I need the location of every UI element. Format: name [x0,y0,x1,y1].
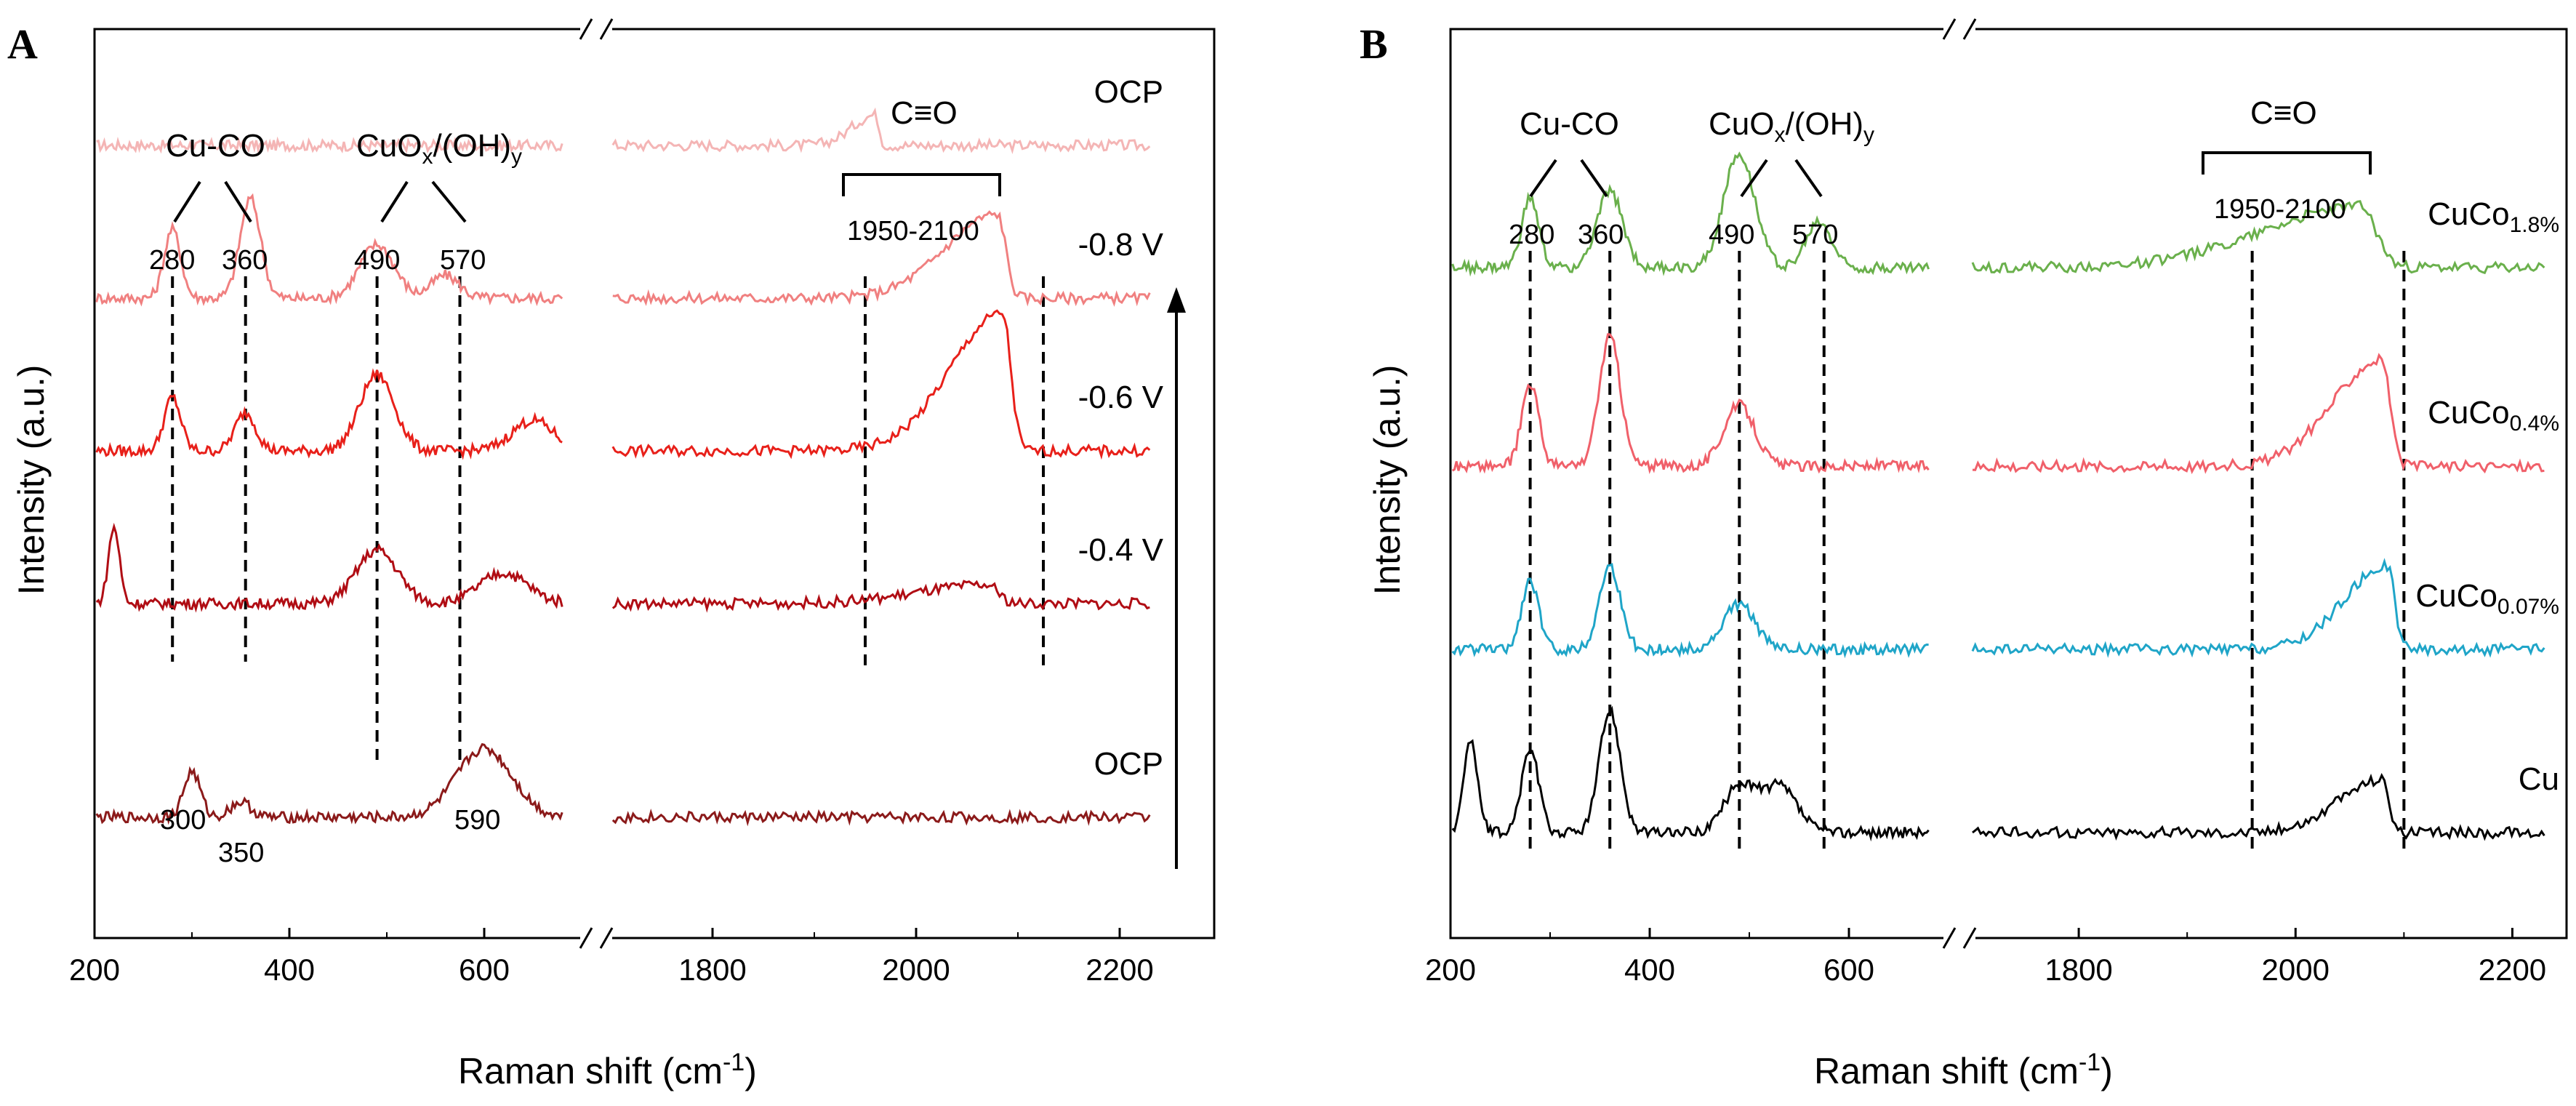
series-label: OCP [1094,74,1163,110]
b-cuox-label: CuOx/(OH)y [1709,106,1874,147]
x-tick-label: 2000 [882,953,950,987]
a-peak-490: 490 [354,245,400,276]
b-cu-co-bracket-left [1529,159,1557,198]
series-line-1-segment-1 [96,136,563,154]
a-peak-360: 360 [222,245,268,276]
panel-a-frame [93,28,1216,939]
b-range-label: 1950-2100 [2214,194,2346,225]
panel-b-series-labels: CuCo1.8% CuCo0.4% CuCo0.07% Cu [2415,196,2559,797]
panel-b-x-ticks: 200 400 600 1800 2000 2200 [1425,18,2546,987]
a-cu-co-label: Cu-CO [166,128,265,164]
series-line-4-segment-1 [1451,705,1930,842]
a-peak-570: 570 [440,245,486,276]
series-line-2-segment-2 [612,210,1151,308]
x-tick-label: 2200 [2479,953,2546,987]
x-tick-label: 600 [459,953,510,987]
axis-break-mark [1962,927,1977,949]
panel-a-dashed-lines [171,276,1045,760]
panel-a-x-ticks: 200 400 600 1800 2000 2200 [69,18,1154,987]
b-cto-bracket [2202,151,2372,175]
x-tick-label: 1800 [678,953,746,987]
panel-b: 200 400 600 1800 2000 2200 CuCo1.8%CuCo0.4%Cu… [1367,18,2568,1091]
series-line-2-segment-1 [95,193,563,307]
axis-break-mark [579,927,593,949]
series-line-4-segment-1 [95,522,563,613]
series-line-1-segment-2 [611,107,1151,155]
panel-b-frame [1449,28,2568,939]
series-label: -0.4 V [1078,532,1164,568]
axis-break-mark [1962,18,1977,40]
series-label: CuCo0.4% [2428,395,2559,436]
axis-break-mark [599,927,614,949]
series-line-1-segment-1 [1451,151,1930,277]
axis-break-mark [599,18,614,40]
series-line-2-segment-1 [1451,333,1930,475]
a-cu-co-bracket-left [173,180,201,223]
series-label: -0.6 V [1078,380,1164,415]
b-peak-280: 280 [1509,220,1554,250]
series-label: CuCo1.8% [2428,196,2559,237]
series-line-5-segment-2 [611,808,1151,827]
b-cu-co-bracket-right [1580,159,1608,198]
b-cu-co-label: Cu-CO [1520,106,1619,142]
a-extra-peak-300: 300 [160,805,206,835]
series-label: Cu [2519,761,2559,797]
x-tick-label: 200 [69,953,120,987]
a-extra-peak-350: 350 [218,838,264,868]
a-cuox-label: CuOx/(OH)y [356,128,522,169]
series-line-3-segment-2 [1971,558,2545,658]
axis-break-mark [1942,927,1957,949]
panel-a-series [95,107,1151,827]
x-tick-label: 2000 [2262,953,2330,987]
x-tick-label: 400 [264,953,315,987]
b-peak-570: 570 [1792,220,1838,250]
series-line-3-segment-1 [1451,563,1929,659]
b-cuox-bracket-left [1740,159,1768,198]
series-line-4-segment-2 [611,580,1150,613]
a-cu-co-bracket-right [224,180,252,223]
x-tick-label: 400 [1624,953,1675,987]
a-x-axis-title: Raman shift (cm-1) [458,1049,757,1091]
x-tick-label: 600 [1823,953,1874,987]
series-line-3-segment-1 [95,368,563,460]
series-label: -0.8 V [1078,227,1164,263]
a-cuox-bracket-right [431,180,467,223]
a-extra-peak-590: 590 [454,805,500,835]
a-y-axis-title: Intensity (a.u.) [11,365,52,596]
b-peak-490: 490 [1709,220,1754,250]
x-tick-label: 2200 [1086,953,1153,987]
a-cto-bracket [842,173,1001,196]
panel-b-dashed-lines [1528,251,2406,851]
series-label: OCP [1094,746,1163,782]
series-line-5-segment-1 [95,742,563,825]
axis-break-mark [579,18,593,40]
panel-b-series [1451,151,2545,842]
series-line-3-segment-2 [611,309,1151,460]
panel-a-series-labels: OCP -0.8 V -0.6 V -0.4 V OCP [1078,74,1164,782]
panel-letter-b: B [1360,20,1388,68]
a-arrow-head-icon [1167,287,1186,313]
axis-break-mark [1942,18,1957,40]
panel-letter-a: A [7,20,38,68]
a-peak-280: 280 [149,245,195,276]
series-line-1-segment-2 [1971,200,2545,275]
series-label: CuCo0.07% [2415,578,2559,619]
panel-a: 200 400 600 1800 2000 2200 OCP -0.8 V -0.6 V -0.… [11,18,1216,1091]
b-y-axis-title: Intensity (a.u.) [1367,365,1408,596]
x-tick-label: 1800 [2045,953,2112,987]
series-line-4-segment-2 [1972,772,2545,841]
a-range-label: 1950-2100 [847,216,979,247]
b-peak-360: 360 [1578,220,1624,250]
a-cto-label: C≡O [891,95,958,131]
series-line-2-segment-2 [1972,353,2545,475]
x-tick-label: 200 [1425,953,1476,987]
a-cuox-bracket-left [380,180,409,223]
b-cuox-bracket-right [1794,159,1823,198]
b-cto-label: C≡O [2250,95,2317,131]
b-x-axis-title: Raman shift (cm-1) [1814,1049,2113,1091]
